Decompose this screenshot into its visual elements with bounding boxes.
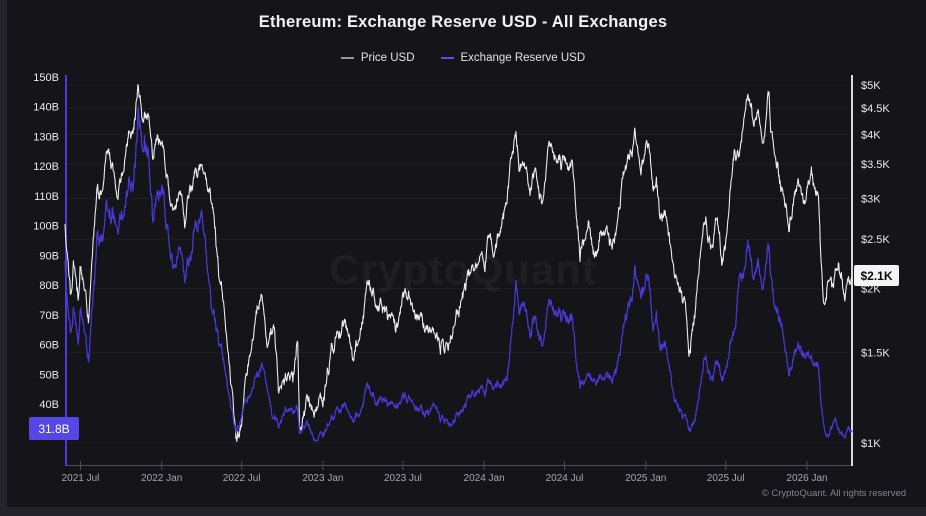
copyright-text: © CryptoQuant. All rights reserved — [761, 488, 906, 499]
x-axis-label: 2025 Jul — [707, 473, 745, 484]
left-axis-label: 70B — [39, 310, 59, 322]
chart-title: Ethereum: Exchange Reserve USD - All Exc… — [258, 13, 668, 31]
legend-label-reserve: Exchange Reserve USD — [460, 52, 586, 64]
right-axis-label: $4.5K — [861, 103, 890, 115]
left-axis-label: 50B — [39, 369, 59, 381]
x-axis-label: 2021 Jul — [62, 473, 100, 484]
x-axis-label: 2022 Jul — [223, 473, 261, 484]
legend-item-reserve[interactable]: Exchange Reserve USD — [440, 52, 586, 64]
right-axis-label: $2K — [861, 284, 881, 296]
x-axis-label: 2024 Jan — [464, 473, 505, 484]
x-axis-label: 2025 Jan — [625, 473, 666, 484]
x-axis-label: 2024 Jul — [546, 473, 584, 484]
window-edge-left — [0, 0, 7, 516]
watermark: CryptoQuant — [329, 246, 597, 293]
legend-item-price[interactable]: Price USD — [340, 52, 415, 64]
left-axis-label: 130B — [33, 131, 59, 143]
legend: Price USD Exchange Reserve USD — [0, 52, 926, 64]
reserve-current-badge: 31.8B — [29, 417, 79, 441]
left-axis-label: 110B — [34, 191, 59, 203]
left-axis-label: 140B — [33, 102, 59, 114]
reserve-series-line — [64, 106, 853, 442]
left-axis-label: 100B — [33, 221, 59, 233]
left-axis-label: 90B — [39, 250, 59, 262]
right-axis-label: $3K — [861, 193, 881, 205]
right-axis-label: $5K — [861, 80, 881, 92]
right-axis-label: $2.5K — [861, 234, 890, 246]
left-axis-label: 120B — [33, 161, 59, 173]
reserve-line-swatch-icon — [440, 57, 454, 59]
left-axis-label: 150B — [33, 72, 59, 84]
x-axis-label: 2023 Jul — [384, 473, 422, 484]
right-axis-label: $1.5K — [861, 348, 890, 360]
left-axis-label: 60B — [39, 340, 59, 352]
right-axis-label: $1K — [861, 438, 881, 450]
x-axis-label: 2026 Jan — [786, 473, 827, 484]
x-axis-label: 2022 Jan — [141, 473, 182, 484]
right-axis-label: $3.5K — [861, 159, 890, 171]
left-axis-label: 80B — [39, 280, 59, 292]
price-line-swatch-icon — [340, 57, 354, 59]
window-edge-bottom — [0, 507, 926, 516]
right-axis-label: $4K — [861, 129, 881, 141]
legend-label-price: Price USD — [360, 52, 415, 64]
price-series-line — [64, 84, 853, 443]
left-axis-label: 40B — [39, 399, 59, 411]
x-axis-label: 2023 Jan — [302, 473, 343, 484]
price-current-badge: $2.1K — [854, 265, 899, 287]
